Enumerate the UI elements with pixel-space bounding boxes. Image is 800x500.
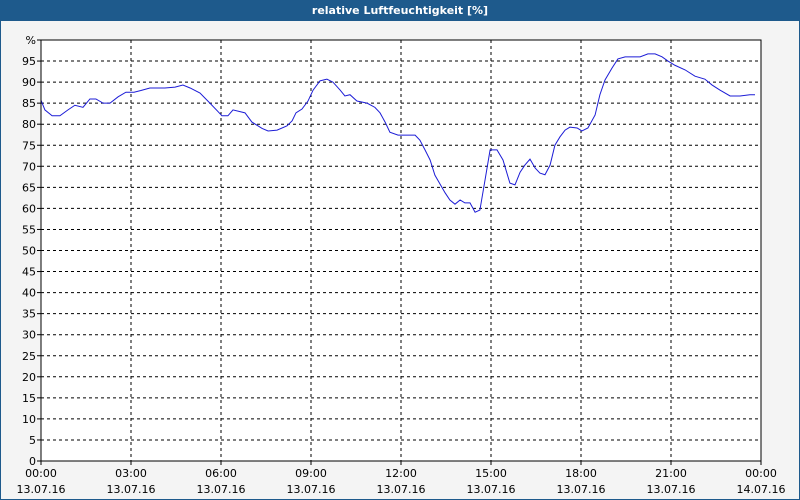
y-tick-label: 50 [22, 245, 36, 258]
y-tick-label: 40 [22, 287, 36, 300]
y-tick-label: 20 [22, 371, 36, 384]
x-tick-date: 13.07.16 [467, 483, 516, 496]
y-tick-label: 85 [22, 97, 36, 110]
chart-title: relative Luftfeuchtigkeit [%] [312, 4, 488, 17]
y-tick-label: 5 [29, 434, 36, 447]
x-tick-label: 21:00 [655, 467, 687, 480]
x-tick-date: 13.07.16 [377, 483, 426, 496]
y-tick-label: 25 [22, 350, 36, 363]
x-tick-label: 09:00 [295, 467, 327, 480]
y-tick-label: 65 [22, 181, 36, 194]
x-tick-date: 13.07.16 [107, 483, 156, 496]
x-tick-label: 00:00 [745, 467, 777, 480]
x-tick-date: 13.07.16 [557, 483, 606, 496]
x-tick-label: 18:00 [565, 467, 597, 480]
x-tick-label: 12:00 [385, 467, 417, 480]
y-tick-label: 30 [22, 329, 36, 342]
x-tick-date: 13.07.16 [287, 483, 336, 496]
plot-frame [40, 39, 762, 462]
y-tick-label: 55 [22, 223, 36, 236]
x-tick-label: 03:00 [115, 467, 147, 480]
y-tick-label: 90 [22, 76, 36, 89]
x-tick-date: 14.07.16 [737, 483, 786, 496]
title-bar [0, 0, 800, 21]
y-tick-label: 0 [29, 455, 36, 468]
y-tick-label: 80 [22, 118, 36, 131]
y-tick-label: 45 [22, 266, 36, 279]
y-tick-label: 70 [22, 160, 36, 173]
y-tick-label: 75 [22, 139, 36, 152]
x-tick-label: 00:00 [25, 467, 57, 480]
x-tick-label: 15:00 [475, 467, 507, 480]
x-tick-label: 06:00 [205, 467, 237, 480]
x-tick-date: 13.07.16 [197, 483, 246, 496]
line-series [40, 53, 755, 213]
y-tick-label: 95 [22, 55, 36, 68]
y-tick-label: % [26, 34, 36, 47]
y-tick-label: 15 [22, 392, 36, 405]
x-tick-date: 13.07.16 [647, 483, 696, 496]
y-tick-label: 35 [22, 308, 36, 321]
y-tick-label: 10 [22, 413, 36, 426]
y-tick-label: 60 [22, 202, 36, 215]
x-tick-date: 13.07.16 [17, 483, 66, 496]
